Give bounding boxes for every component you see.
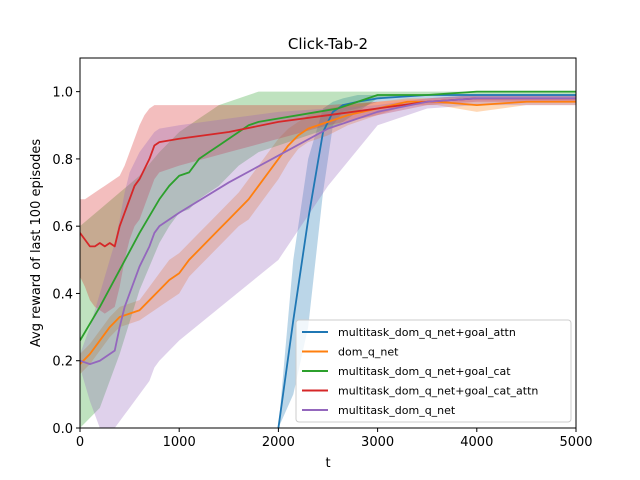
y-tick-label: 0.8 bbox=[52, 153, 73, 168]
y-tick-label: 1.0 bbox=[52, 86, 73, 101]
series-line-multitask-dom-q-net-goal-cat bbox=[80, 90, 576, 342]
series-line-multitask-dom-q-net bbox=[80, 97, 576, 365]
x-tick-label: 2000 bbox=[262, 435, 295, 450]
chart-title: Click-Tab-2 bbox=[288, 35, 368, 53]
series-lines bbox=[80, 90, 576, 428]
series-line-multitask-dom-q-net-goal-cat-attn bbox=[80, 97, 576, 248]
legend-label: multitask_dom_q_net bbox=[338, 404, 456, 417]
y-tick-label: 0.4 bbox=[52, 287, 73, 302]
legend-label: multitask_dom_q_net+goal_cat_attn bbox=[338, 385, 538, 398]
band-multitask-dom-q-net-goal-cat-attn bbox=[80, 95, 576, 314]
confidence-bands bbox=[80, 91, 576, 428]
band-multitask-dom-q-net-goal-cat bbox=[80, 91, 576, 428]
y-axis: 0.0 0.2 0.4 0.6 0.8 1.0 bbox=[52, 86, 80, 437]
y-axis-label: Avg reward of last 100 episodes bbox=[29, 139, 44, 347]
legend-label: multitask_dom_q_net+goal_attn bbox=[338, 326, 516, 339]
y-tick-label: 0.6 bbox=[52, 220, 73, 235]
x-tick-label: 1000 bbox=[163, 435, 196, 450]
x-tick-label: 5000 bbox=[559, 435, 592, 450]
x-tick-label: 3000 bbox=[361, 435, 394, 450]
legend: multitask_dom_q_net+goal_attn dom_q_netmu… bbox=[295, 319, 572, 423]
x-tick-label: 4000 bbox=[460, 435, 493, 450]
legend-label: multitask_dom_q_net+goal_cat bbox=[338, 365, 511, 378]
y-tick-label: 0.0 bbox=[52, 422, 73, 437]
band-multitask-dom-q-net bbox=[80, 95, 576, 428]
y-tick-label: 0.2 bbox=[52, 355, 73, 370]
plot-frame bbox=[79, 57, 577, 429]
x-axis-label: t bbox=[325, 456, 330, 471]
x-tick-label: 0 bbox=[76, 435, 84, 450]
legend-box bbox=[295, 319, 572, 423]
x-axis: 0 1000 2000 3000 4000 5000 bbox=[76, 428, 593, 450]
legend-label: dom_q_net bbox=[338, 346, 399, 359]
